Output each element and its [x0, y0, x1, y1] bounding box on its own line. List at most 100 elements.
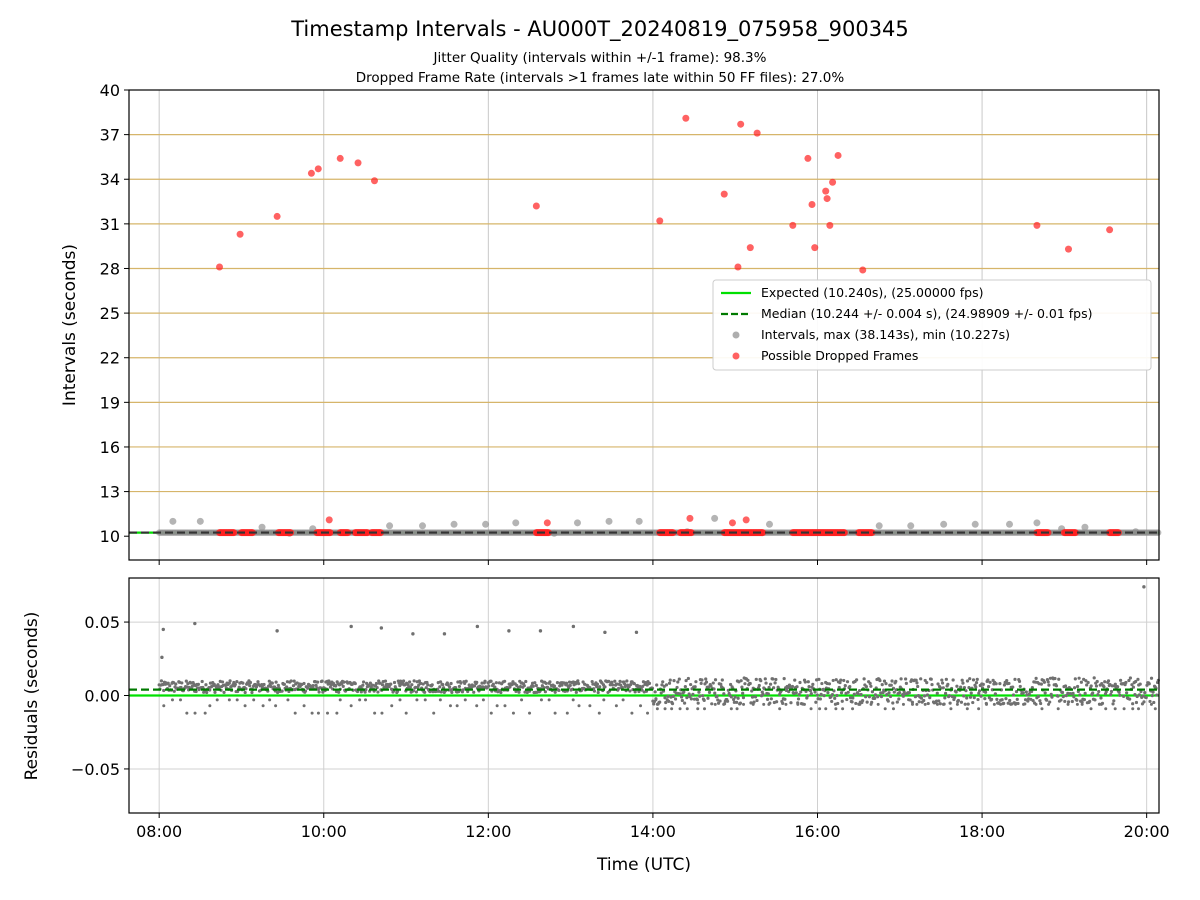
legend-intervals-marker [732, 331, 740, 339]
residual-point [205, 690, 209, 695]
residual-point [901, 702, 905, 706]
residual-point [1076, 684, 1080, 689]
residual-outlier-point [411, 632, 415, 636]
residual-point [839, 691, 844, 695]
residual-point [1046, 680, 1050, 684]
chart-title: Timestamp Intervals - AU000T_20240819_07… [290, 17, 909, 42]
residual-point [533, 681, 537, 685]
intervals-y-tick-label: 19 [100, 393, 120, 412]
residual-point [864, 695, 868, 699]
residual-point [1057, 677, 1061, 681]
residual-point [1059, 698, 1063, 702]
dropped-frame-point [326, 529, 334, 537]
residual-point [854, 678, 859, 682]
x-axis-label: Time (UTC) [596, 855, 691, 875]
residual-outlier-point [475, 624, 480, 629]
residual-point [830, 699, 834, 704]
dropped-frame-point [273, 212, 281, 220]
residual-point [1039, 701, 1043, 706]
residual-point [981, 682, 985, 686]
residual-point [1088, 699, 1092, 703]
residual-point [317, 690, 321, 694]
residual-point [753, 695, 758, 699]
residual-point [1104, 689, 1108, 694]
residual-point [891, 707, 895, 711]
residual-point [629, 683, 633, 687]
residual-point [834, 678, 838, 682]
residual-outlier-point [161, 627, 165, 632]
dropped-frame-point [759, 529, 767, 537]
residual-point [1079, 680, 1083, 684]
residual-point [316, 711, 320, 715]
subtitle-line-1: Jitter Quality (intervals within +/-1 fr… [433, 50, 767, 66]
residual-point [439, 690, 443, 694]
residual-point [941, 686, 945, 690]
residual-point [826, 691, 830, 695]
residual-point [839, 678, 843, 682]
residual-point [704, 680, 709, 684]
residual-point [817, 677, 821, 681]
residual-point [661, 680, 665, 684]
residual-point [895, 700, 899, 704]
residual-point [716, 701, 721, 705]
residual-point [814, 700, 818, 704]
residual-point [1151, 690, 1155, 694]
residual-point [1099, 702, 1103, 706]
dropped-frame-point [737, 120, 745, 128]
residual-point [680, 698, 684, 703]
dropped-frame-point [336, 154, 344, 162]
residual-point [499, 690, 503, 695]
residual-point [820, 681, 824, 686]
residual-point [1118, 693, 1122, 697]
residual-point [564, 681, 569, 685]
residual-point [685, 696, 689, 700]
residual-point [310, 711, 314, 715]
residual-point [159, 679, 164, 683]
residual-point [1093, 698, 1097, 702]
residual-point [873, 693, 878, 697]
legend-median-label: Median (10.244 +/- 0.004 s), (24.98909 +… [761, 306, 1092, 321]
residual-point [630, 711, 634, 715]
residual-point [925, 693, 930, 697]
residual-point [243, 690, 247, 695]
residual-point [286, 698, 290, 702]
residual-point [926, 701, 930, 706]
residual-point [689, 697, 693, 701]
residual-point [1075, 698, 1079, 702]
residual-point [228, 679, 232, 683]
residual-point [954, 690, 958, 694]
residual-point [725, 699, 730, 703]
intervals-y-tick-label: 25 [100, 304, 120, 323]
residual-point [613, 679, 617, 683]
residual-point [688, 695, 692, 699]
residual-point [713, 691, 717, 695]
residual-point [632, 682, 636, 686]
residual-point [1106, 679, 1111, 683]
residual-point [1056, 707, 1060, 711]
residual-point [732, 697, 736, 702]
residual-point [450, 690, 454, 694]
residual-outlier-point [1142, 585, 1146, 589]
residual-point [1015, 697, 1019, 701]
residual-point [1099, 696, 1103, 700]
residual-point [1094, 684, 1099, 688]
residual-point [1086, 680, 1090, 685]
residual-outlier-point [571, 624, 576, 629]
residual-point [679, 695, 684, 699]
residual-point [845, 680, 850, 684]
residual-point [955, 684, 959, 688]
residual-point [977, 707, 981, 711]
residual-point [1131, 707, 1135, 711]
residual-point [619, 683, 623, 687]
residual-point [565, 711, 569, 715]
residual-point [831, 678, 835, 683]
residual-point [1047, 683, 1051, 687]
residual-point [185, 711, 189, 715]
residual-point [869, 702, 873, 706]
residual-point [1056, 694, 1060, 698]
residual-point [1113, 707, 1117, 711]
residual-point [771, 677, 775, 681]
residual-point [1002, 701, 1006, 705]
residual-point [882, 679, 887, 683]
x-tick-label: 20:00 [1124, 822, 1170, 841]
